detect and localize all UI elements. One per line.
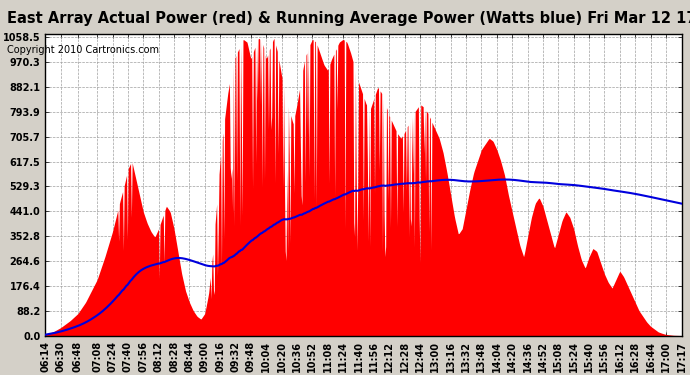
- Text: Copyright 2010 Cartronics.com: Copyright 2010 Cartronics.com: [7, 45, 159, 55]
- Text: East Array Actual Power (red) & Running Average Power (Watts blue) Fri Mar 12 17: East Array Actual Power (red) & Running …: [7, 11, 690, 26]
